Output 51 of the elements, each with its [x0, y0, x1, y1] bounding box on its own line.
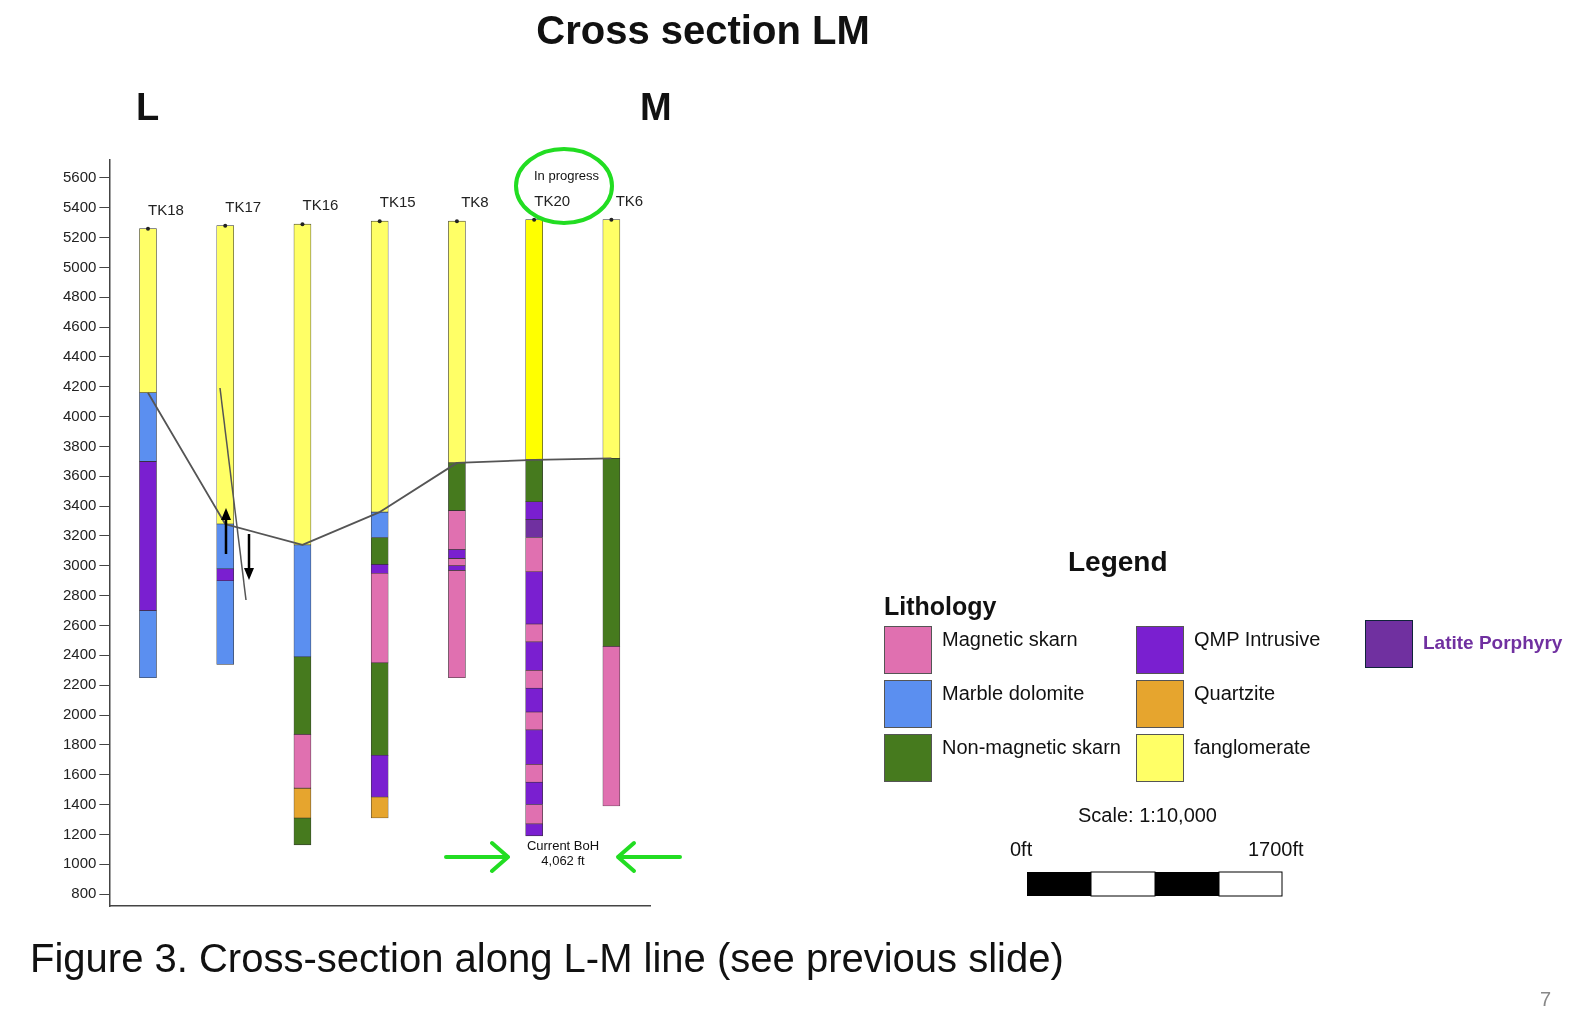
legend-title: Lithology — [884, 592, 997, 621]
y-tick-label: 800 — [71, 884, 97, 902]
text: 0ft — [1010, 838, 1033, 861]
legend-label: Marble dolomite — [942, 682, 1085, 705]
legend-label: QMP Intrusive — [1194, 628, 1321, 651]
y-tick-label: 4000 — [62, 406, 97, 424]
y-tick-label: 1400 — [62, 794, 97, 812]
y-tick-label: 5400 — [62, 197, 97, 215]
text: Legend — [1068, 546, 1168, 578]
x-tick-label: TK20 — [534, 191, 571, 209]
y-tick-label: 1600 — [62, 764, 97, 782]
annotation: Current BoH 4,062 ft — [525, 838, 601, 868]
y-tick-label: 4200 — [62, 376, 97, 394]
text: M — [640, 86, 672, 129]
y-tick-label: 1200 — [62, 824, 97, 842]
y-tick-label: 4400 — [62, 347, 97, 365]
x-tick-label: TK6 — [615, 191, 644, 209]
chart-title: Cross section LM — [535, 8, 871, 53]
y-tick-label: 3000 — [62, 555, 97, 573]
y-tick-label: 3600 — [62, 466, 97, 484]
legend-label: Non-magnetic skarn — [942, 736, 1121, 759]
x-tick-label: TK18 — [148, 200, 184, 218]
annotation: In progress — [534, 168, 600, 183]
y-tick-label: 2400 — [62, 645, 97, 663]
y-tick-label: 3200 — [62, 526, 97, 544]
text: Scale: 1:10,000 — [1078, 804, 1217, 827]
y-tick-label: 1000 — [62, 854, 97, 872]
x-tick-label: TK16 — [302, 196, 339, 214]
x-tick-label: TK17 — [225, 197, 262, 215]
y-tick-label: 2800 — [62, 585, 97, 603]
y-tick-label: 5200 — [62, 227, 97, 245]
y-tick-label: 3400 — [62, 496, 97, 514]
y-tick-label: 1800 — [62, 735, 97, 752]
text: 1700ft — [1248, 838, 1304, 861]
legend-label: Quartzite — [1194, 682, 1276, 705]
legend-label: Magnetic skarn — [942, 628, 1078, 651]
y-tick-label: 4600 — [62, 317, 97, 335]
y-tick-label: 5600 — [62, 168, 97, 186]
caption: Figure 3. Cross-section along L-M line (see previous slide) — [30, 936, 1064, 981]
y-tick-label: 2000 — [62, 705, 97, 723]
y-tick-label: 2600 — [62, 615, 97, 633]
text: L — [136, 86, 160, 129]
x-tick-label: TK15 — [379, 193, 416, 211]
x-tick-label: TK8 — [461, 193, 489, 211]
y-tick-label: 5000 — [62, 257, 97, 275]
y-tick-label: 2200 — [62, 675, 97, 693]
legend-label: fanglomerate — [1194, 736, 1311, 759]
y-tick-label: 3800 — [62, 436, 97, 454]
y-tick-label: 4800 — [62, 287, 97, 305]
text: 7 — [1540, 988, 1552, 1011]
text: Latite Porphyry — [1423, 632, 1563, 654]
